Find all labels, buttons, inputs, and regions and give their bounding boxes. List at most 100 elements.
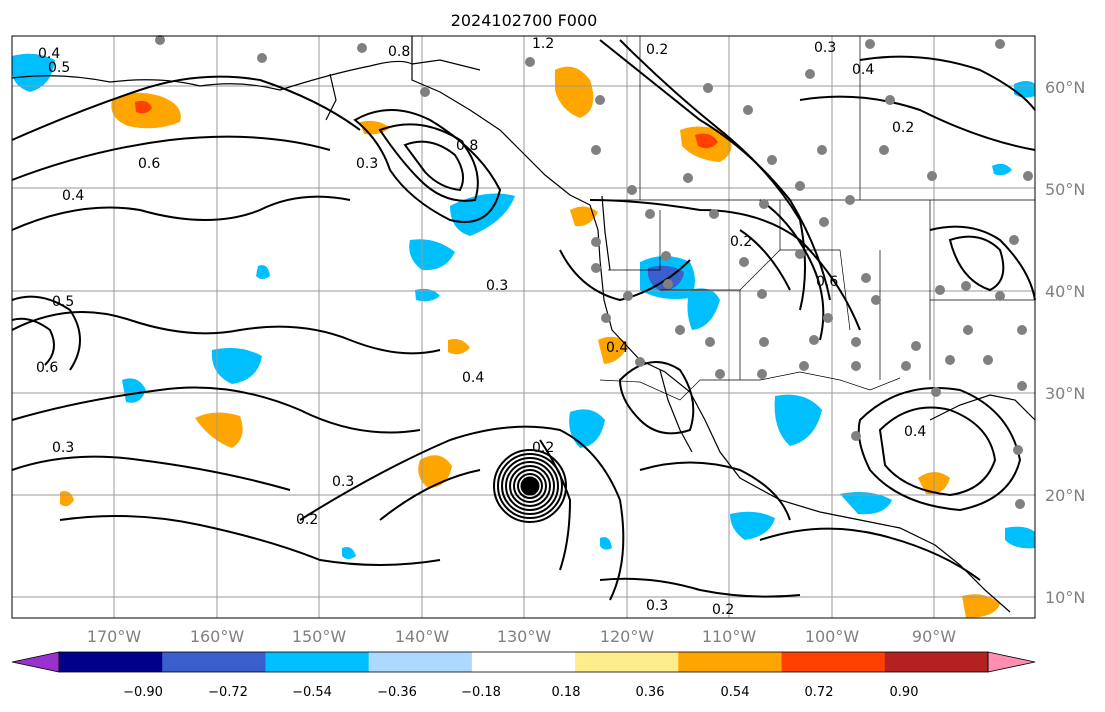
contour-label: 0.2 bbox=[892, 120, 914, 136]
contour-label: 0.4 bbox=[904, 424, 926, 440]
lon-label: 130°W bbox=[497, 627, 552, 646]
contour-label: 0.3 bbox=[646, 598, 668, 614]
negative-anomaly-patch bbox=[256, 265, 270, 279]
negative-anomaly-patch bbox=[409, 239, 455, 271]
shaded-field bbox=[12, 53, 1035, 618]
negative-anomaly-patch bbox=[342, 547, 356, 559]
contour-label: 0.6 bbox=[816, 274, 838, 290]
lon-label: 170°W bbox=[87, 627, 142, 646]
colorbar-segment bbox=[575, 652, 679, 672]
colorbar-tick-label: −0.72 bbox=[208, 685, 248, 700]
map-title: 2024102700 F000 bbox=[451, 11, 598, 30]
positive-anomaly-patch bbox=[135, 100, 152, 114]
lon-label: 120°W bbox=[600, 627, 655, 646]
longitude-labels: 170°W 160°W 150°W 140°W 130°W 120°W 110°… bbox=[87, 627, 956, 646]
lat-label: 20°N bbox=[1045, 486, 1085, 505]
contour-label: 0.3 bbox=[52, 440, 74, 456]
contour-label: 0.4 bbox=[606, 340, 628, 356]
contour-label: 1.2 bbox=[532, 36, 554, 52]
lon-label: 140°W bbox=[395, 627, 450, 646]
negative-anomaly-patch bbox=[450, 193, 515, 236]
colorbar-segment bbox=[884, 652, 989, 672]
contour-label: 0.3 bbox=[814, 40, 836, 56]
colorbar-segment bbox=[678, 652, 783, 672]
lat-label: 10°N bbox=[1045, 588, 1085, 607]
positive-anomaly-patch bbox=[448, 339, 470, 355]
colorbar-segment bbox=[471, 652, 576, 672]
colorbar-tick-label: −0.18 bbox=[461, 685, 501, 700]
negative-anomaly-patch bbox=[600, 537, 612, 550]
positive-anomaly-patch bbox=[570, 206, 598, 227]
colorbar-extend-max bbox=[987, 651, 1036, 673]
negative-anomaly-patch bbox=[992, 163, 1012, 176]
contour-label: 0.2 bbox=[712, 602, 734, 618]
colorbar bbox=[11, 651, 1036, 673]
positive-anomaly-patch bbox=[695, 133, 718, 149]
contour-label: 0.8 bbox=[456, 138, 478, 154]
negative-anomaly-patch bbox=[569, 409, 605, 448]
colorbar-segment bbox=[265, 652, 370, 672]
positive-anomaly-patch bbox=[555, 66, 594, 118]
contour-label: 0.8 bbox=[388, 44, 410, 60]
map-panel: 0.4 0.5 0.6 0.8 1.2 0.2 0.3 0.4 0.2 0.3 … bbox=[11, 35, 1036, 619]
lon-label: 100°W bbox=[805, 627, 860, 646]
latitude-labels: 60°N 50°N 40°N 30°N 20°N 10°N bbox=[1045, 78, 1085, 607]
lon-label: 150°W bbox=[292, 627, 347, 646]
contour-label: 0.3 bbox=[356, 156, 378, 172]
negative-anomaly-patch bbox=[122, 378, 146, 403]
contour-label: 0.4 bbox=[38, 46, 60, 62]
colorbar-segment bbox=[781, 652, 886, 672]
colorbar-tick-label: −0.90 bbox=[123, 685, 163, 700]
negative-anomaly-patch bbox=[415, 288, 440, 302]
map-frame bbox=[11, 35, 1036, 619]
colorbar-tick-label: −0.54 bbox=[292, 685, 332, 700]
lon-label: 160°W bbox=[190, 627, 245, 646]
colorbar-tick-label: 0.90 bbox=[890, 685, 919, 700]
negative-anomaly-patch bbox=[1014, 81, 1035, 98]
negative-anomaly-patch bbox=[211, 348, 262, 384]
contour-label: 0.2 bbox=[730, 234, 752, 250]
lat-label: 60°N bbox=[1045, 78, 1085, 97]
colorbar-segment bbox=[59, 652, 163, 672]
lon-label: 90°W bbox=[912, 627, 956, 646]
contour-label: 0.4 bbox=[462, 370, 484, 386]
lon-label: 110°W bbox=[702, 627, 757, 646]
negative-anomaly-patch bbox=[730, 511, 775, 540]
colorbar-segment bbox=[162, 652, 266, 672]
colorbar-tick-label: −0.36 bbox=[377, 685, 417, 700]
contour-label: 0.5 bbox=[52, 294, 74, 310]
contour-label: 0.3 bbox=[332, 474, 354, 490]
colorbar-tick-labels: −0.90 −0.72 −0.54 −0.36 −0.18 0.18 0.36 … bbox=[123, 685, 918, 700]
contour-label: 0.6 bbox=[138, 156, 160, 172]
negative-anomaly-patch bbox=[774, 394, 822, 446]
lat-label: 30°N bbox=[1045, 384, 1085, 403]
positive-anomaly-patch bbox=[598, 336, 628, 364]
contour-label: 0.5 bbox=[48, 60, 70, 76]
contour-lines bbox=[11, 39, 1036, 601]
contour-label: 0.2 bbox=[532, 440, 554, 456]
negative-anomaly-patch bbox=[840, 492, 892, 515]
positive-anomaly-patch bbox=[195, 412, 243, 448]
political-borders bbox=[598, 36, 1035, 401]
positive-anomaly-patch bbox=[418, 455, 452, 488]
contour-labels: 0.4 0.5 0.6 0.8 1.2 0.2 0.3 0.4 0.2 0.3 … bbox=[36, 36, 926, 618]
lat-label: 40°N bbox=[1045, 282, 1085, 301]
contour-label: 0.6 bbox=[36, 360, 58, 376]
positive-anomaly-patch bbox=[962, 594, 1000, 618]
cyclone-center bbox=[493, 449, 567, 523]
lat-label: 50°N bbox=[1045, 180, 1085, 199]
colorbar-frame bbox=[58, 651, 989, 673]
contour-label: 0.4 bbox=[852, 62, 874, 78]
negative-anomaly-patch bbox=[1005, 526, 1035, 549]
contour-label: 0.4 bbox=[62, 188, 84, 204]
colorbar-tick-label: 0.54 bbox=[721, 685, 750, 700]
negative-anomaly-patch bbox=[12, 53, 55, 92]
station-markers bbox=[155, 35, 1033, 509]
colorbar-extend-min bbox=[11, 651, 60, 673]
colorbar-tick-label: 0.72 bbox=[805, 685, 834, 700]
contour-label: 0.2 bbox=[646, 42, 668, 58]
colorbar-tick-label: 0.18 bbox=[552, 685, 581, 700]
contour-label: 0.2 bbox=[296, 512, 318, 528]
contour-label: 0.3 bbox=[486, 278, 508, 294]
